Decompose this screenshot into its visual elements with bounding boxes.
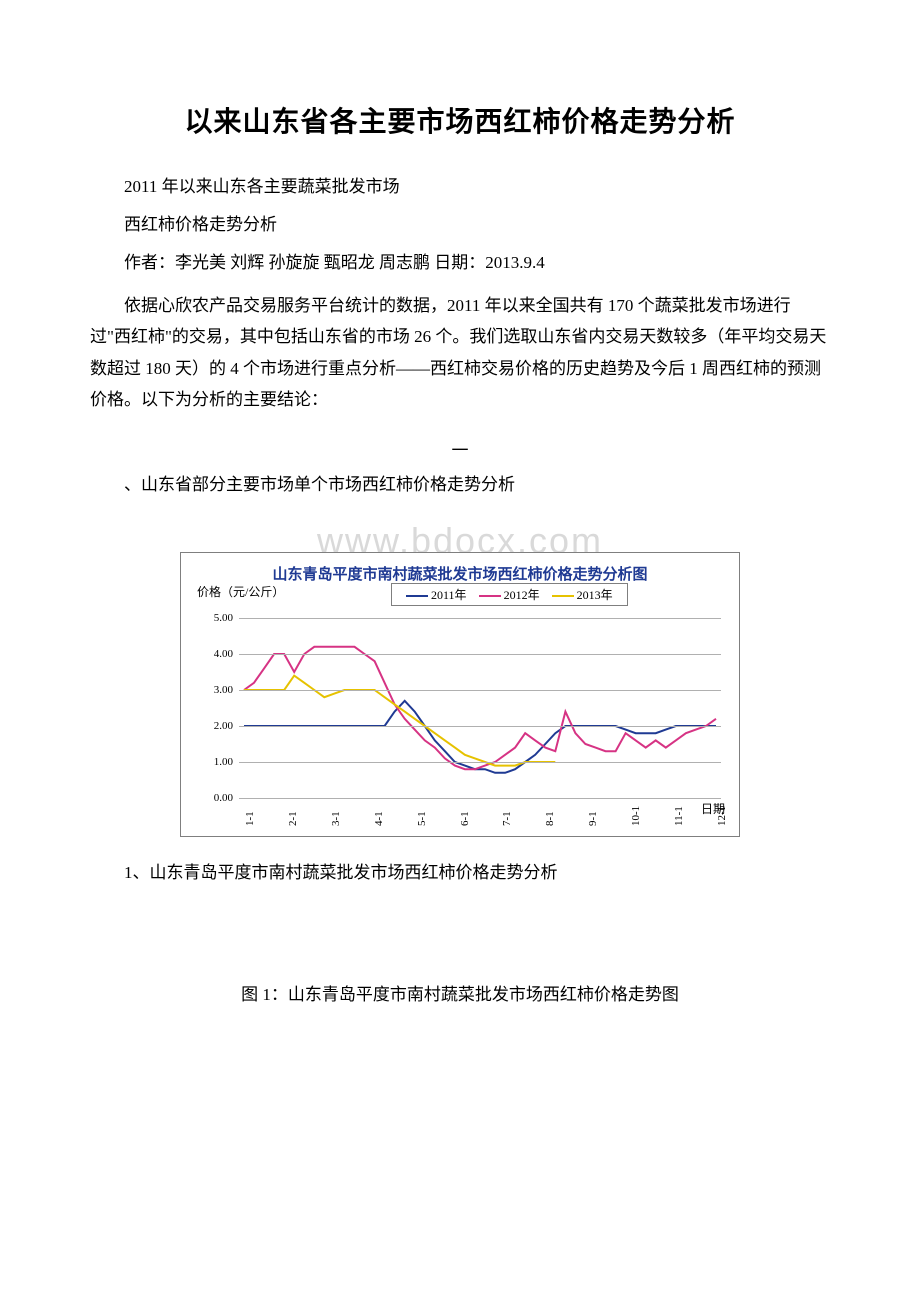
gridline: [239, 654, 721, 655]
legend-item: 2013年: [552, 586, 613, 603]
page-title: 以来山东省各主要市场西红柿价格走势分析: [90, 100, 830, 140]
x-tick-label: 10-1: [630, 806, 642, 826]
gridline: [239, 726, 721, 727]
chart-plot-area: 0.001.002.003.004.005.00: [239, 618, 721, 798]
intro-paragraph: 依据心欣农产品交易服务平台统计的数据，2011 年以来全国共有 170 个蔬菜批…: [90, 290, 830, 416]
x-tick-label: 5-1: [416, 812, 428, 827]
y-tick-label: 3.00: [201, 684, 233, 696]
x-tick-label: 3-1: [330, 812, 342, 827]
section-heading: 、山东省部分主要市场单个市场西红柿价格走势分析: [90, 469, 830, 500]
legend-swatch: [479, 595, 501, 597]
x-tick-label: 12-1: [716, 806, 728, 826]
y-tick-label: 1.00: [201, 756, 233, 768]
gridline: [239, 690, 721, 691]
x-tick-label: 6-1: [459, 812, 471, 827]
legend-swatch: [552, 595, 574, 597]
subtitle-line-1: 2011 年以来山东各主要蔬菜批发市场: [90, 170, 830, 204]
y-tick-label: 5.00: [201, 612, 233, 624]
legend-label: 2011年: [431, 588, 467, 602]
gridline: [239, 618, 721, 619]
chart-title: 山东青岛平度市南村蔬菜批发市场西红柿价格走势分析图: [189, 563, 731, 584]
legend-label: 2012年: [504, 588, 540, 602]
y-tick-label: 4.00: [201, 648, 233, 660]
x-tick-label: 9-1: [587, 812, 599, 827]
gridline: [239, 762, 721, 763]
y-axis-title: 价格（元/公斤）: [197, 583, 284, 600]
section-number: 一: [90, 436, 830, 461]
x-axis: 日期 1-12-13-14-15-16-17-18-19-110-111-112…: [239, 798, 721, 828]
x-tick-label: 1-1: [244, 812, 256, 827]
y-tick-label: 0.00: [201, 792, 233, 804]
x-tick-label: 2-1: [287, 812, 299, 827]
item-caption-1: 1、山东青岛平度市南村蔬菜批发市场西红柿价格走势分析: [90, 857, 830, 888]
legend-label: 2013年: [577, 588, 613, 602]
series-line: [244, 647, 716, 769]
figure-caption-1: 图 1：山东青岛平度市南村蔬菜批发市场西红柿价格走势图: [90, 979, 830, 1010]
y-tick-label: 2.00: [201, 720, 233, 732]
x-tick-label: 11-1: [673, 806, 685, 826]
chart-legend: 2011年 2012年 2013年: [391, 583, 628, 606]
chart-container: 山东青岛平度市南村蔬菜批发市场西红柿价格走势分析图 价格（元/公斤） 2011年…: [180, 552, 740, 837]
author-date-line: 作者：李光美 刘辉 孙旋旋 甄昭龙 周志鹏 日期：2013.9.4: [90, 246, 830, 280]
legend-item: 2012年: [479, 586, 540, 603]
x-tick-label: 4-1: [373, 812, 385, 827]
legend-swatch: [406, 595, 428, 597]
legend-item: 2011年: [406, 586, 467, 603]
chart-lines-svg: [239, 618, 721, 798]
x-tick-label: 8-1: [544, 812, 556, 827]
x-tick-label: 7-1: [501, 812, 513, 827]
subtitle-line-2: 西红柿价格走势分析: [90, 208, 830, 242]
